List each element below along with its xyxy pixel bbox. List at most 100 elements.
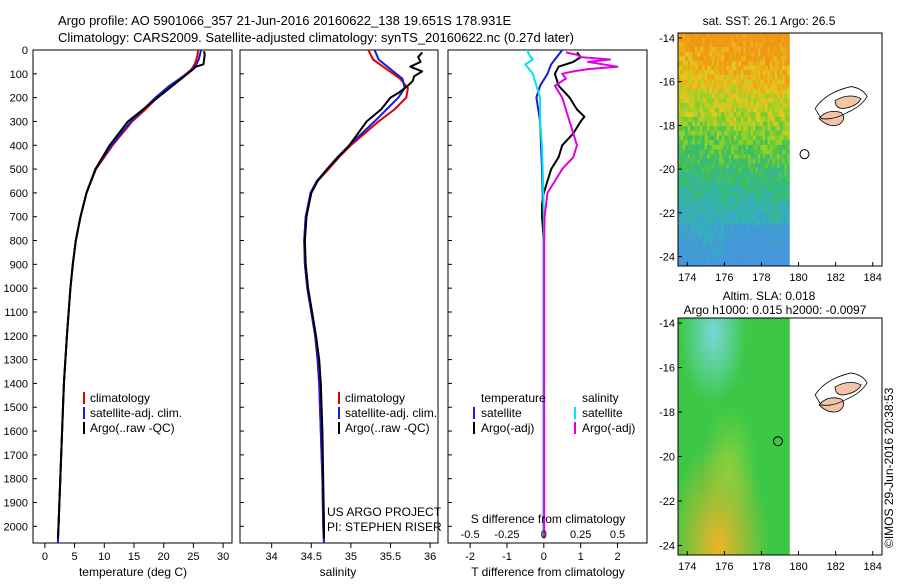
- map-cell: [681, 408, 686, 417]
- map-cell: [711, 224, 715, 230]
- map-cell: [692, 65, 696, 71]
- map-cell: [784, 196, 788, 202]
- map-cell: [711, 149, 715, 155]
- map-cell: [728, 219, 732, 225]
- sst-map-title: sat. SST: 26.1 Argo: 26.5: [703, 14, 836, 28]
- map-cell: [690, 242, 694, 248]
- map-cell: [743, 107, 747, 113]
- map-cell: [760, 224, 764, 230]
- map-cell: [750, 154, 754, 160]
- map-cell: [782, 182, 785, 188]
- map-cell: [757, 182, 761, 188]
- map-cell: [731, 261, 735, 267]
- map-cell: [694, 60, 698, 67]
- map-cell: [685, 135, 689, 141]
- map-cell: [740, 74, 744, 81]
- map-cell: [723, 79, 727, 85]
- map-cell: [757, 163, 761, 169]
- map-cell: [687, 74, 691, 81]
- map-cell: [700, 331, 705, 340]
- map-cell: [774, 130, 778, 137]
- map-cell: [736, 163, 739, 169]
- map-cell: [711, 345, 716, 354]
- map-cell: [729, 527, 735, 535]
- map-cell: [692, 359, 698, 368]
- map-cell: [707, 408, 712, 417]
- map-cell: [678, 177, 681, 183]
- map-cell: [704, 168, 708, 174]
- map-cell: [692, 256, 696, 262]
- map-cell: [685, 450, 690, 458]
- map-cell: [687, 196, 691, 202]
- map-cell: [769, 70, 773, 76]
- map-cell: [704, 205, 708, 211]
- map-cell: [682, 56, 686, 62]
- map-cell: [755, 149, 759, 155]
- map-cell: [702, 242, 706, 248]
- map-cell: [685, 168, 689, 174]
- map-cell: [782, 56, 785, 62]
- map-cell: [678, 70, 681, 76]
- map-cell: [700, 429, 705, 437]
- map-cell: [785, 492, 790, 500]
- map-cell: [707, 534, 712, 542]
- map-cell: [760, 256, 764, 262]
- map-cell: [704, 210, 708, 216]
- map-cell: [719, 242, 723, 248]
- map-cell: [736, 56, 739, 62]
- map-cell: [786, 182, 790, 188]
- map-cell: [692, 352, 698, 361]
- map-cell: [707, 84, 710, 90]
- map-cell: [748, 506, 753, 514]
- map-cell: [728, 228, 732, 234]
- map-cell: [711, 534, 716, 542]
- map-cell: [692, 196, 696, 202]
- depth-tick-label: 1600: [4, 426, 28, 438]
- map-cell: [772, 210, 776, 216]
- map-cell: [704, 238, 708, 244]
- map-cell: [750, 107, 754, 113]
- map-cell: [774, 144, 778, 150]
- map-cell: [702, 256, 706, 262]
- map-cell: [715, 541, 720, 549]
- map-cell: [733, 228, 737, 234]
- map-cell: [682, 242, 686, 248]
- map-cell: [769, 33, 773, 39]
- map-cell: [767, 70, 771, 76]
- map-cell: [745, 93, 749, 99]
- map-cell: [699, 261, 703, 267]
- map-cell: [704, 65, 708, 71]
- map-cell: [733, 513, 738, 521]
- map-cell: [782, 37, 785, 43]
- x-tick-label: -1: [502, 551, 512, 563]
- map-cell: [733, 205, 737, 211]
- map-cell: [738, 60, 742, 67]
- map-cell: [707, 107, 710, 113]
- map-cell: [707, 177, 710, 183]
- map-cell: [685, 238, 689, 244]
- map-cell: [692, 394, 698, 403]
- map-cell: [762, 149, 766, 155]
- map-cell: [770, 492, 775, 500]
- map-cell: [681, 443, 686, 451]
- map-cell: [733, 520, 738, 528]
- map-cell: [680, 107, 684, 113]
- map-cell: [678, 457, 683, 465]
- map-cell: [726, 261, 730, 267]
- map-cell: [757, 88, 761, 95]
- map-cell: [752, 116, 756, 123]
- map-cell: [726, 163, 730, 169]
- map-cell: [719, 140, 723, 146]
- map-cell: [719, 93, 723, 99]
- map-cell: [772, 51, 776, 57]
- map-cell: [750, 256, 754, 262]
- map-cell: [779, 130, 783, 137]
- map-cell: [697, 186, 701, 192]
- map-cell: [770, 408, 775, 417]
- map-cell: [777, 224, 781, 230]
- map-cell: [678, 541, 683, 549]
- map-cell: [772, 70, 776, 76]
- map-cell: [700, 408, 705, 417]
- map-cell: [707, 200, 710, 206]
- map-cell: [752, 261, 756, 267]
